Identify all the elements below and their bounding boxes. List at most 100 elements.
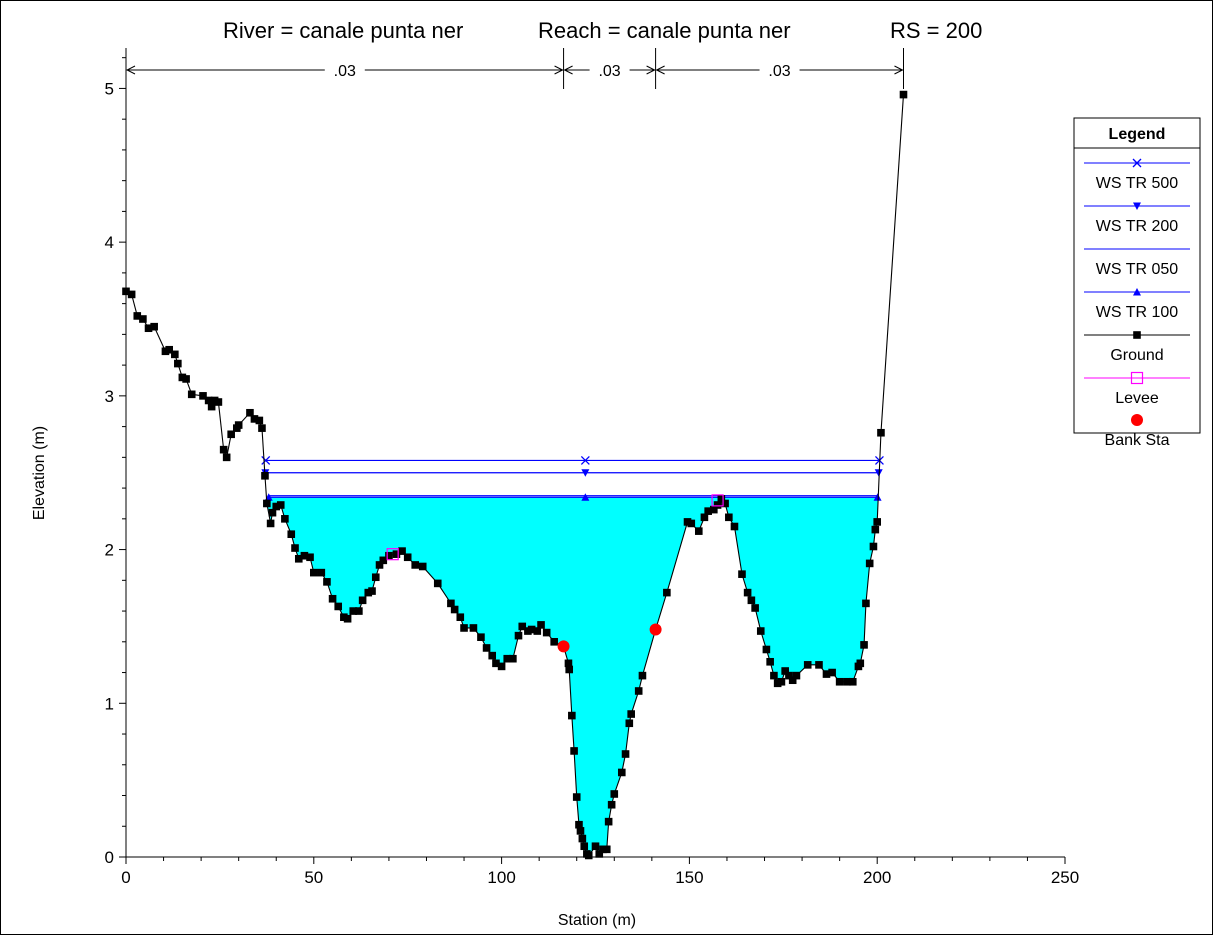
ground-point xyxy=(514,631,523,640)
legend-label: WS TR 500 xyxy=(1096,175,1179,192)
x-tick-label: 50 xyxy=(304,868,323,887)
ground-point xyxy=(482,644,491,652)
ground-point xyxy=(291,544,299,552)
ground-point xyxy=(751,604,759,612)
ground-point xyxy=(704,507,712,515)
ground-point xyxy=(617,768,626,777)
ground-point xyxy=(509,654,517,663)
ground-point xyxy=(343,614,352,623)
ground-point xyxy=(263,499,271,508)
ground-point xyxy=(777,677,786,686)
ground-point xyxy=(537,621,545,629)
ground-point xyxy=(246,408,254,417)
legend-title: Legend xyxy=(1109,126,1166,143)
ground-point xyxy=(602,845,611,854)
ground-point xyxy=(456,613,465,622)
y-tick-label: 4 xyxy=(105,233,114,252)
ground-point xyxy=(165,345,173,354)
y-tick-label: 5 xyxy=(105,79,114,98)
bank-station-marker xyxy=(649,623,662,636)
ground-point xyxy=(627,710,635,718)
legend-label: WS TR 100 xyxy=(1096,304,1179,321)
ground-point xyxy=(564,659,573,668)
ground-point xyxy=(261,471,269,480)
ground-point xyxy=(871,525,880,534)
ground-point xyxy=(518,622,527,631)
ground-point xyxy=(281,515,289,523)
ground-point xyxy=(371,573,380,582)
ground-point xyxy=(204,396,213,405)
ground-point xyxy=(572,793,581,801)
x-axis-label: Station (m) xyxy=(558,912,636,929)
ground-point xyxy=(663,588,671,597)
ground-point xyxy=(756,627,765,635)
ground-point xyxy=(747,596,756,605)
x-tick-label: 250 xyxy=(1051,868,1079,887)
ground-point xyxy=(323,578,331,586)
ground-point xyxy=(700,513,709,522)
levee-marker xyxy=(711,494,724,507)
ground-point xyxy=(730,522,739,531)
ground-point xyxy=(139,315,147,323)
ground-point xyxy=(497,662,506,671)
ground-point xyxy=(214,398,223,406)
ground-point xyxy=(207,402,216,411)
ground-point xyxy=(725,513,733,522)
ground-point xyxy=(815,661,823,669)
ground-point xyxy=(568,711,576,720)
water-surface-layer xyxy=(261,455,884,501)
y-axis-label: Elevation (m) xyxy=(31,426,48,520)
legend-item-ws-tr-050: WS TR 050 xyxy=(1084,248,1190,278)
ground-point xyxy=(392,550,401,558)
manning-arrow-left xyxy=(125,65,136,75)
x-tick-label: 100 xyxy=(487,868,515,887)
ground-point xyxy=(403,553,412,562)
ground-point xyxy=(300,551,309,560)
ground-point xyxy=(591,842,600,851)
ground-point xyxy=(792,671,801,680)
ground-point xyxy=(570,747,578,755)
ground-point xyxy=(219,445,228,454)
manning-n-label: .03 xyxy=(334,63,356,80)
ground-point xyxy=(182,375,190,383)
ground-point xyxy=(460,624,468,632)
ground-point xyxy=(595,850,604,858)
ground-point xyxy=(317,568,326,577)
ground-point xyxy=(349,607,358,615)
ground-point xyxy=(433,579,442,588)
ground-point xyxy=(355,607,363,615)
y-tick-label: 0 xyxy=(105,848,114,867)
ground-point xyxy=(385,551,393,560)
ground-point xyxy=(584,851,593,860)
ground-point xyxy=(150,322,158,331)
legend-label: Ground xyxy=(1110,347,1163,364)
ground-point xyxy=(379,556,388,565)
axes-layer: 0 50 100 150 200 250 0 1 2 3 4 5 xyxy=(105,50,1079,887)
ground-point xyxy=(738,570,746,578)
marker-layer xyxy=(386,494,724,653)
ground-layer xyxy=(122,90,908,860)
ground-point xyxy=(781,667,789,675)
ground-point xyxy=(127,290,136,299)
ground-point xyxy=(856,659,865,668)
x-tick-label: 0 xyxy=(121,868,130,887)
manning-arrow-left xyxy=(563,65,573,75)
ground-point xyxy=(785,671,793,680)
ground-point xyxy=(287,530,296,538)
ground-point xyxy=(634,687,643,695)
ground-point xyxy=(865,559,874,568)
x-tick-label: 150 xyxy=(675,868,703,887)
ground-point xyxy=(276,501,285,509)
ground-point xyxy=(227,430,235,439)
ground-point xyxy=(503,654,512,663)
ground-point xyxy=(610,790,619,798)
water-fill-layer xyxy=(266,497,879,856)
ground-point xyxy=(171,350,179,359)
ground-point xyxy=(450,605,459,614)
ground-point xyxy=(877,428,885,437)
ground-point xyxy=(447,599,455,608)
ground-point xyxy=(621,750,630,758)
y-tick-label: 3 xyxy=(105,387,114,406)
legend-item-ground: Ground xyxy=(1084,331,1190,364)
ground-point xyxy=(604,817,613,826)
